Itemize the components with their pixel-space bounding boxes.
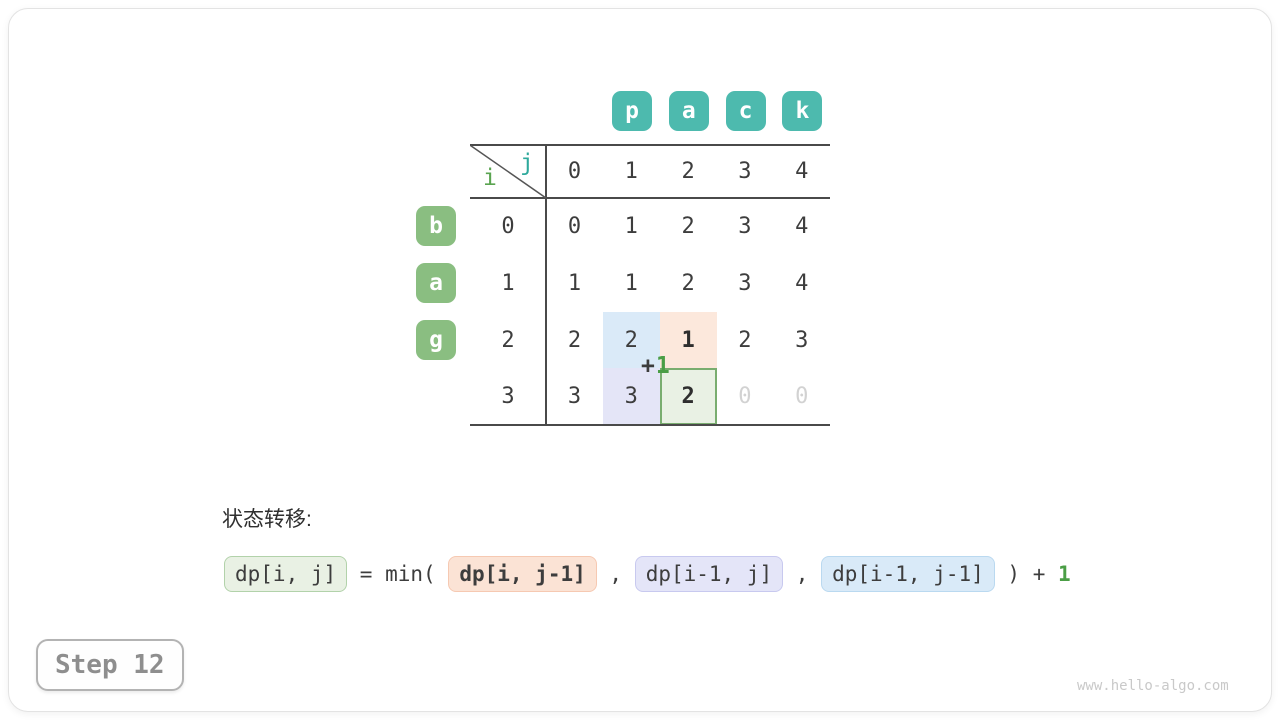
dp-cell: 1 (681, 327, 695, 353)
col-header: 2 (681, 159, 695, 184)
formula-term-peach: dp[i, j-1] (448, 556, 597, 592)
row-label: 3 (501, 384, 515, 410)
dp-cell: 4 (795, 270, 809, 296)
source-cell-highlight (602, 311, 660, 369)
row-label: 2 (501, 327, 515, 353)
state-transition-formula: dp[i, j] = min( dp[i, j-1] , dp[i-1, j] … (224, 556, 1071, 592)
dp-cell: 4 (795, 214, 809, 239)
dp-cell: 2 (567, 327, 582, 353)
dp-cell: 3 (795, 327, 809, 353)
top-char-chip: a (668, 91, 709, 131)
plus-one-annotation: +1 (641, 353, 671, 379)
row-label: 0 (501, 214, 515, 239)
col-header: 0 (567, 159, 582, 184)
side-char-chip: g (416, 319, 456, 360)
side-char-chip: a (416, 263, 456, 304)
current-cell-highlight (659, 368, 717, 426)
axis-label-j: j (520, 150, 534, 176)
source-cell-highlight (602, 368, 660, 426)
formula-operator-text: , (596, 562, 635, 586)
table-top-line (470, 144, 830, 146)
side-char-chip: b (416, 206, 456, 247)
dp-cell: 0 (738, 384, 752, 410)
dp-cell: 1 (624, 270, 638, 296)
plus-one-value: 1 (655, 353, 671, 379)
table-header-separator-line (470, 197, 830, 199)
watermark-url: www.hello-algo.com (1077, 678, 1229, 694)
formula-term-green: dp[i, j] (224, 556, 348, 592)
table-vertical-line (545, 144, 547, 426)
dp-cell: 2 (681, 270, 695, 296)
dp-cell: 3 (567, 384, 582, 410)
dp-cell: 2 (738, 327, 752, 353)
row-label: 1 (501, 270, 515, 296)
top-char-chip: k (782, 91, 823, 131)
dp-cell: 3 (624, 384, 638, 410)
top-char-chip: p (612, 91, 652, 131)
formula-term-blue: dp[i-1, j-1] (821, 556, 995, 592)
formula-operator-text: = min( (347, 562, 449, 586)
axis-label-i: i (483, 165, 497, 191)
dp-cell: 2 (681, 384, 695, 410)
col-header: 1 (624, 159, 638, 184)
plus-sign: + (641, 353, 656, 379)
formula-term-lavender: dp[i-1, j] (634, 556, 784, 592)
dp-cell: 2 (624, 327, 638, 353)
dp-cell: 3 (738, 214, 752, 239)
dp-cell: 0 (567, 214, 582, 239)
formula-operator-text: ) + (994, 562, 1058, 586)
col-header: 3 (738, 159, 752, 184)
dp-cell: 0 (795, 384, 809, 410)
table-bottom-line (470, 424, 830, 426)
dp-cell: 1 (624, 214, 638, 239)
formula-operator-text: , (783, 562, 822, 586)
col-header: 4 (795, 159, 809, 184)
state-transition-label: 状态转移: (222, 508, 312, 531)
top-char-chip: c (725, 91, 766, 131)
diagonal-header-line (470, 145, 547, 199)
formula-accent-one: 1 (1058, 562, 1071, 586)
dp-cell: 2 (681, 214, 695, 239)
dp-cell: 1 (567, 270, 582, 296)
dp-cell: 3 (738, 270, 752, 296)
step-badge: Step 12 (36, 639, 184, 691)
source-cell-highlight (659, 311, 717, 369)
